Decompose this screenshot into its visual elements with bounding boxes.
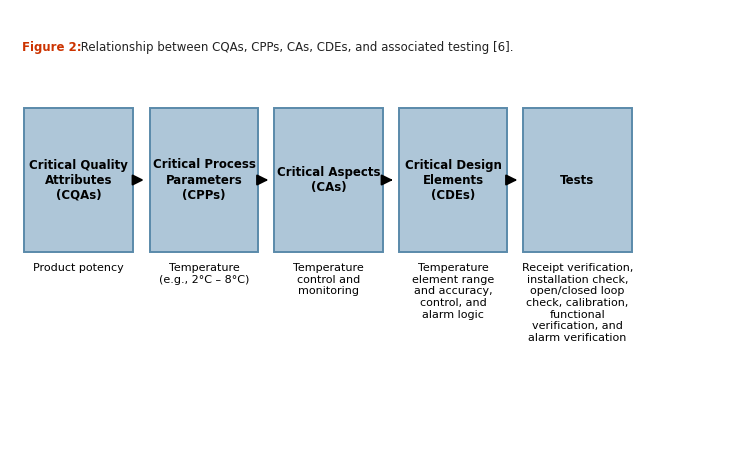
Text: Critical Design
Elements
(CDEs): Critical Design Elements (CDEs) xyxy=(404,158,502,202)
FancyBboxPatch shape xyxy=(274,108,382,252)
Text: Temperature
(e.g., 2°C – 8°C): Temperature (e.g., 2°C – 8°C) xyxy=(159,263,249,285)
Text: Relationship between CQAs, CPPs, CAs, CDEs, and associated testing [6].: Relationship between CQAs, CPPs, CAs, CD… xyxy=(77,41,514,54)
FancyBboxPatch shape xyxy=(149,108,258,252)
Text: Critical Aspects
(CAs): Critical Aspects (CAs) xyxy=(277,166,380,194)
Text: Figure 2:: Figure 2: xyxy=(22,41,82,54)
Text: Temperature
control and
monitoring: Temperature control and monitoring xyxy=(293,263,364,297)
FancyBboxPatch shape xyxy=(524,108,632,252)
Text: Critical Process
Parameters
(CPPs): Critical Process Parameters (CPPs) xyxy=(152,158,256,202)
Text: Critical Quality
Attributes
(CQAs): Critical Quality Attributes (CQAs) xyxy=(29,158,128,202)
Text: Product potency: Product potency xyxy=(33,263,125,273)
Text: Tests: Tests xyxy=(560,174,595,186)
FancyBboxPatch shape xyxy=(399,108,507,252)
FancyBboxPatch shape xyxy=(24,108,134,252)
Text: Receipt verification,
installation check,
open/closed loop
check, calibration,
f: Receipt verification, installation check… xyxy=(522,263,633,343)
Text: Temperature
element range
and accuracy,
control, and
alarm logic: Temperature element range and accuracy, … xyxy=(412,263,494,320)
